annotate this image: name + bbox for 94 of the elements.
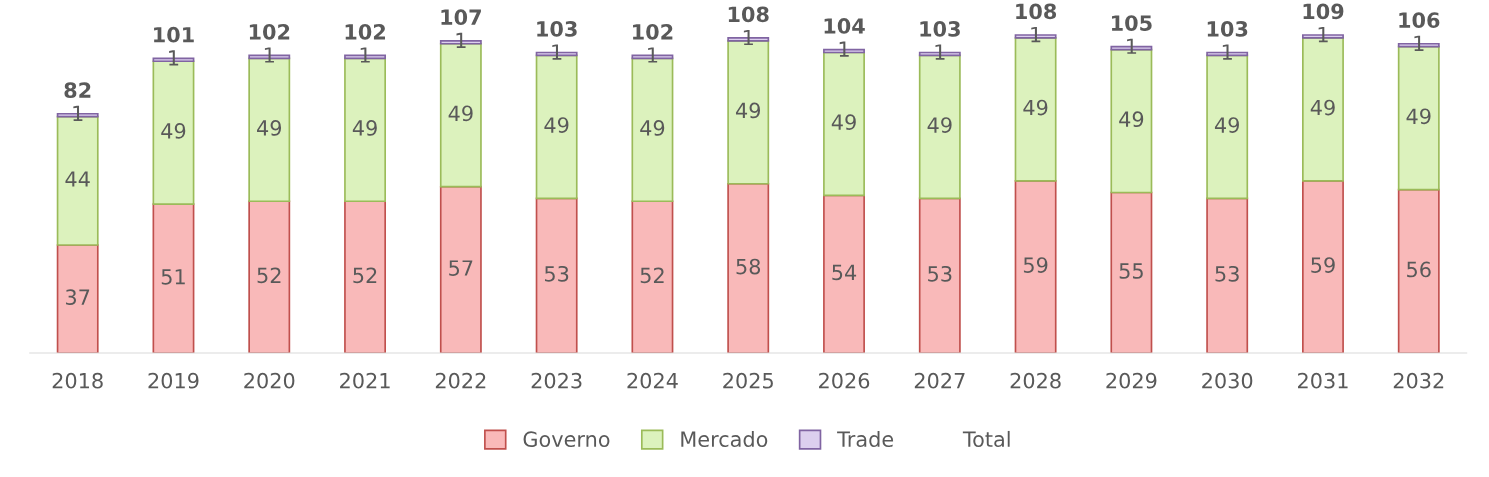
bar bbox=[152, 203, 195, 353]
data-label: 1 bbox=[1031, 27, 1041, 43]
total-label: 108 bbox=[728, 6, 769, 23]
x-tick-label: 2020 bbox=[244, 372, 295, 389]
data-label: 1 bbox=[552, 44, 562, 60]
x-tick-label: 2019 bbox=[148, 372, 199, 389]
bar bbox=[1110, 191, 1153, 353]
text: Total bbox=[962, 430, 1010, 448]
total-label: 104 bbox=[824, 18, 865, 34]
data-label: 49 bbox=[1406, 108, 1431, 125]
legend-label: Trade bbox=[837, 430, 894, 448]
data-label: 51 bbox=[161, 269, 185, 285]
bar bbox=[1206, 197, 1249, 353]
data-label: 37 bbox=[66, 289, 90, 306]
data-label: 49 bbox=[448, 105, 473, 122]
x-tick-label: 2029 bbox=[1106, 372, 1157, 389]
data-label: 1 bbox=[1318, 27, 1328, 43]
bar bbox=[918, 197, 961, 353]
data-label: 49 bbox=[831, 114, 856, 131]
data-label: 1 bbox=[1222, 44, 1232, 60]
data-label: 49 bbox=[352, 120, 377, 136]
x-tick-label: 2022 bbox=[435, 372, 486, 389]
data-label: 59 bbox=[1311, 257, 1335, 273]
data-label: 49 bbox=[161, 123, 186, 139]
total-label: 101 bbox=[154, 26, 194, 43]
data-label: 44 bbox=[65, 171, 90, 187]
bar bbox=[1397, 188, 1440, 353]
x-tick-label: 2023 bbox=[531, 372, 582, 389]
total-label: 103 bbox=[920, 21, 960, 37]
total-label: 103 bbox=[1207, 21, 1248, 37]
data-label: 53 bbox=[1215, 265, 1239, 282]
total-label: 109 bbox=[1303, 3, 1344, 20]
data-label: 1 bbox=[839, 41, 849, 57]
data-label: 52 bbox=[257, 267, 281, 284]
legend-label: Mercado bbox=[681, 430, 768, 448]
bar bbox=[1302, 180, 1344, 353]
data-label: 1 bbox=[1127, 38, 1137, 54]
data-label: 1 bbox=[1414, 35, 1424, 51]
bar bbox=[56, 244, 99, 353]
x-tick-label: 2025 bbox=[723, 372, 773, 389]
total-label: 82 bbox=[64, 82, 91, 99]
data-label: 49 bbox=[544, 117, 569, 133]
bar bbox=[727, 182, 770, 353]
total-label: 106 bbox=[1399, 12, 1440, 29]
data-label: 49 bbox=[1119, 111, 1144, 128]
total-label: 103 bbox=[537, 21, 577, 37]
total-label: 105 bbox=[1112, 15, 1152, 31]
data-label: 53 bbox=[928, 265, 952, 282]
bar bbox=[535, 197, 578, 353]
bar bbox=[344, 200, 387, 353]
bar bbox=[439, 185, 482, 353]
data-label: 52 bbox=[640, 267, 664, 284]
data-label: 49 bbox=[927, 117, 952, 133]
total-label: 108 bbox=[1016, 3, 1057, 20]
x-tick-label: 2026 bbox=[819, 372, 870, 389]
x-tick-label: 2018 bbox=[52, 372, 103, 389]
x-tick-label: 2021 bbox=[340, 372, 390, 389]
data-label: 59 bbox=[1023, 257, 1048, 273]
bar bbox=[823, 194, 865, 353]
bar bbox=[1014, 180, 1057, 353]
data-label: 1 bbox=[360, 47, 370, 63]
total-label: 102 bbox=[633, 23, 673, 40]
data-label: 1 bbox=[648, 47, 658, 63]
total-label: 107 bbox=[441, 9, 481, 26]
x-tick-label: 2024 bbox=[627, 372, 678, 389]
data-label: 56 bbox=[1407, 261, 1431, 278]
data-label: 53 bbox=[544, 265, 569, 282]
bar bbox=[631, 200, 674, 353]
data-label: 1 bbox=[456, 32, 466, 49]
data-label: 1 bbox=[743, 29, 753, 46]
data-label: 55 bbox=[1119, 263, 1143, 279]
total-label: 102 bbox=[249, 23, 290, 40]
data-label: 57 bbox=[449, 260, 473, 276]
data-label: 49 bbox=[1023, 99, 1048, 116]
data-label: 1 bbox=[264, 47, 274, 63]
data-label: 49 bbox=[257, 120, 282, 136]
bar bbox=[248, 200, 291, 353]
data-label: 58 bbox=[736, 258, 761, 275]
data-label: 1 bbox=[73, 105, 83, 121]
x-tick-label: 2028 bbox=[1010, 372, 1061, 389]
data-label: 49 bbox=[735, 102, 761, 119]
x-tick-label: 2027 bbox=[914, 372, 965, 389]
data-label: 49 bbox=[1214, 117, 1239, 133]
total-label: 102 bbox=[345, 23, 385, 40]
x-tick-label: 2032 bbox=[1393, 372, 1444, 389]
legend-label: Governo bbox=[523, 431, 610, 448]
data-label: 54 bbox=[832, 264, 857, 281]
data-label: 52 bbox=[353, 267, 377, 284]
data-label: 49 bbox=[1310, 99, 1335, 116]
x-tick-label: 2031 bbox=[1297, 372, 1348, 389]
data-label: 49 bbox=[640, 120, 665, 136]
data-label: 1 bbox=[935, 44, 945, 60]
data-label: 1 bbox=[169, 50, 179, 66]
x-tick-label: 2030 bbox=[1202, 372, 1253, 389]
